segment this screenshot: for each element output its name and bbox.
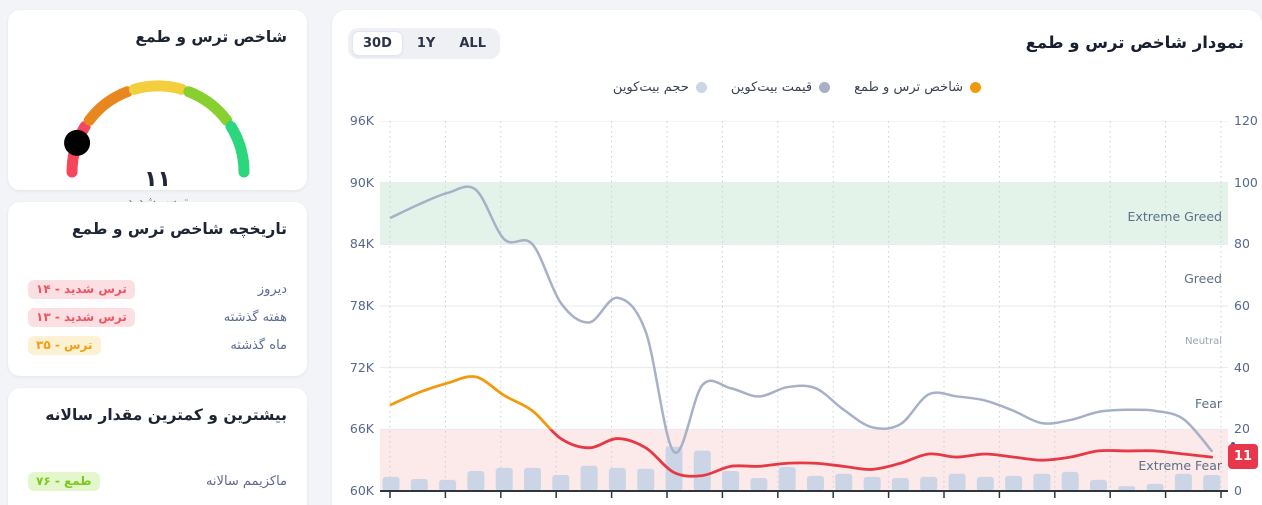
zone-label-greed: Greed bbox=[1184, 271, 1222, 286]
history-row-label: ماه گذشته bbox=[230, 337, 287, 353]
zone-label-neutral: Neutral bbox=[1185, 336, 1222, 347]
zone-label-fear: Fear bbox=[1195, 396, 1222, 411]
legend-item-fear-greed[interactable]: شاخص ترس و طمع bbox=[854, 80, 982, 95]
chart-canvas[interactable] bbox=[380, 120, 1228, 499]
fear-greed-history-card: تاریخچه شاخص ترس و طمع ترس شدید - ۱۴ دیر… bbox=[8, 202, 307, 376]
left-axis-tick: 72K bbox=[349, 359, 374, 375]
history-badge: ترس شدید - ۱۴ bbox=[28, 279, 135, 299]
annual-max-badge: طمع - ۷۶ bbox=[28, 471, 100, 491]
fear-greed-dot-icon bbox=[970, 82, 982, 93]
right-axis-tick: 20 bbox=[1234, 421, 1250, 437]
left-axis-tick: 84K bbox=[349, 236, 374, 252]
right-axis-tick: 120 bbox=[1234, 113, 1258, 128]
left-axis-tick: 78K bbox=[349, 298, 374, 313]
annual-max-label: ماکزیمم سالانه bbox=[205, 473, 287, 489]
volume-dot-icon bbox=[695, 82, 707, 93]
history-card-title: تاریخچه شاخص ترس و طمع bbox=[71, 220, 287, 238]
chart-plot-area[interactable]: Extreme Greed Greed Neutral Fear Extreme… bbox=[380, 120, 1228, 499]
fear-greed-gauge: ۱۱ ترس شدید bbox=[48, 66, 268, 210]
minmax-card-title: بیشترین و کمترین مقدار سالانه bbox=[45, 406, 287, 424]
history-row-label: هفته گذشته bbox=[223, 309, 287, 325]
right-axis-tick: 60 bbox=[1234, 298, 1250, 313]
zone-label-extreme-greed: Extreme Greed bbox=[1127, 209, 1222, 224]
legend-volume-label: حجم بیت‌کوین bbox=[612, 80, 689, 95]
legend-item-volume[interactable]: حجم بیت‌کوین bbox=[613, 80, 707, 95]
history-row-yesterday: ترس شدید - ۱۴ دیروز bbox=[28, 278, 287, 300]
history-badge: ترس - ۳۵ bbox=[28, 335, 101, 355]
current-value-badge: 11 bbox=[1228, 444, 1258, 469]
gauge-arc-icon bbox=[63, 80, 249, 178]
gauge-value: ۱۱ bbox=[144, 167, 171, 192]
annual-max-row: طمع - ۷۶ ماکزیمم سالانه bbox=[28, 470, 287, 492]
left-axis-tick: 66K bbox=[349, 421, 374, 437]
right-axis-tick: 100 bbox=[1234, 174, 1258, 190]
zone-label-extreme-fear: Extreme Fear bbox=[1138, 458, 1222, 473]
legend-fear-greed-label: شاخص ترس و طمع bbox=[854, 80, 964, 95]
tab-30d[interactable]: 30D bbox=[352, 31, 403, 56]
range-tabs[interactable]: 30D 1Y ALL bbox=[348, 28, 500, 59]
gauge-needle-dot bbox=[63, 129, 90, 156]
gauge-card-title: شاخص ترس و طمع bbox=[135, 28, 287, 46]
history-row-label: دیروز bbox=[257, 281, 287, 297]
chart-title: نمودار شاخص ترس و طمع bbox=[1025, 33, 1244, 52]
annual-minmax-card: بیشترین و کمترین مقدار سالانه طمع - ۷۶ م… bbox=[8, 388, 307, 505]
left-axis-tick: 90K bbox=[349, 174, 374, 190]
left-axis-tick: 96K bbox=[349, 113, 374, 128]
right-axis-tick: 80 bbox=[1234, 236, 1250, 252]
right-axis-tick: 40 bbox=[1234, 359, 1250, 375]
fear-greed-gauge-card: شاخص ترس و طمع ۱۱ ترس شدید bbox=[8, 10, 307, 210]
left-axis-tick: 60K bbox=[349, 483, 374, 498]
history-row-last-week: ترس شدید - ۱۳ هفته گذشته bbox=[28, 306, 287, 328]
legend-item-price[interactable]: قیمت بیت‌کوین bbox=[730, 80, 831, 95]
history-row-last-month: ترس - ۳۵ ماه گذشته bbox=[28, 334, 287, 356]
chart-legend: حجم بیت‌کوین قیمت بیت‌کوین شاخص ترس و طم… bbox=[332, 80, 1262, 95]
legend-price-label: قیمت بیت‌کوین bbox=[730, 80, 813, 95]
tab-1y[interactable]: 1Y bbox=[416, 36, 436, 51]
tab-all[interactable]: ALL bbox=[459, 36, 486, 51]
fear-greed-chart-card: 30D 1Y ALL نمودار شاخص ترس و طمع حجم بیت… bbox=[332, 10, 1262, 505]
right-axis-tick: 0 bbox=[1234, 483, 1242, 498]
history-badge: ترس شدید - ۱۳ bbox=[28, 307, 135, 327]
price-dot-icon bbox=[819, 82, 831, 93]
